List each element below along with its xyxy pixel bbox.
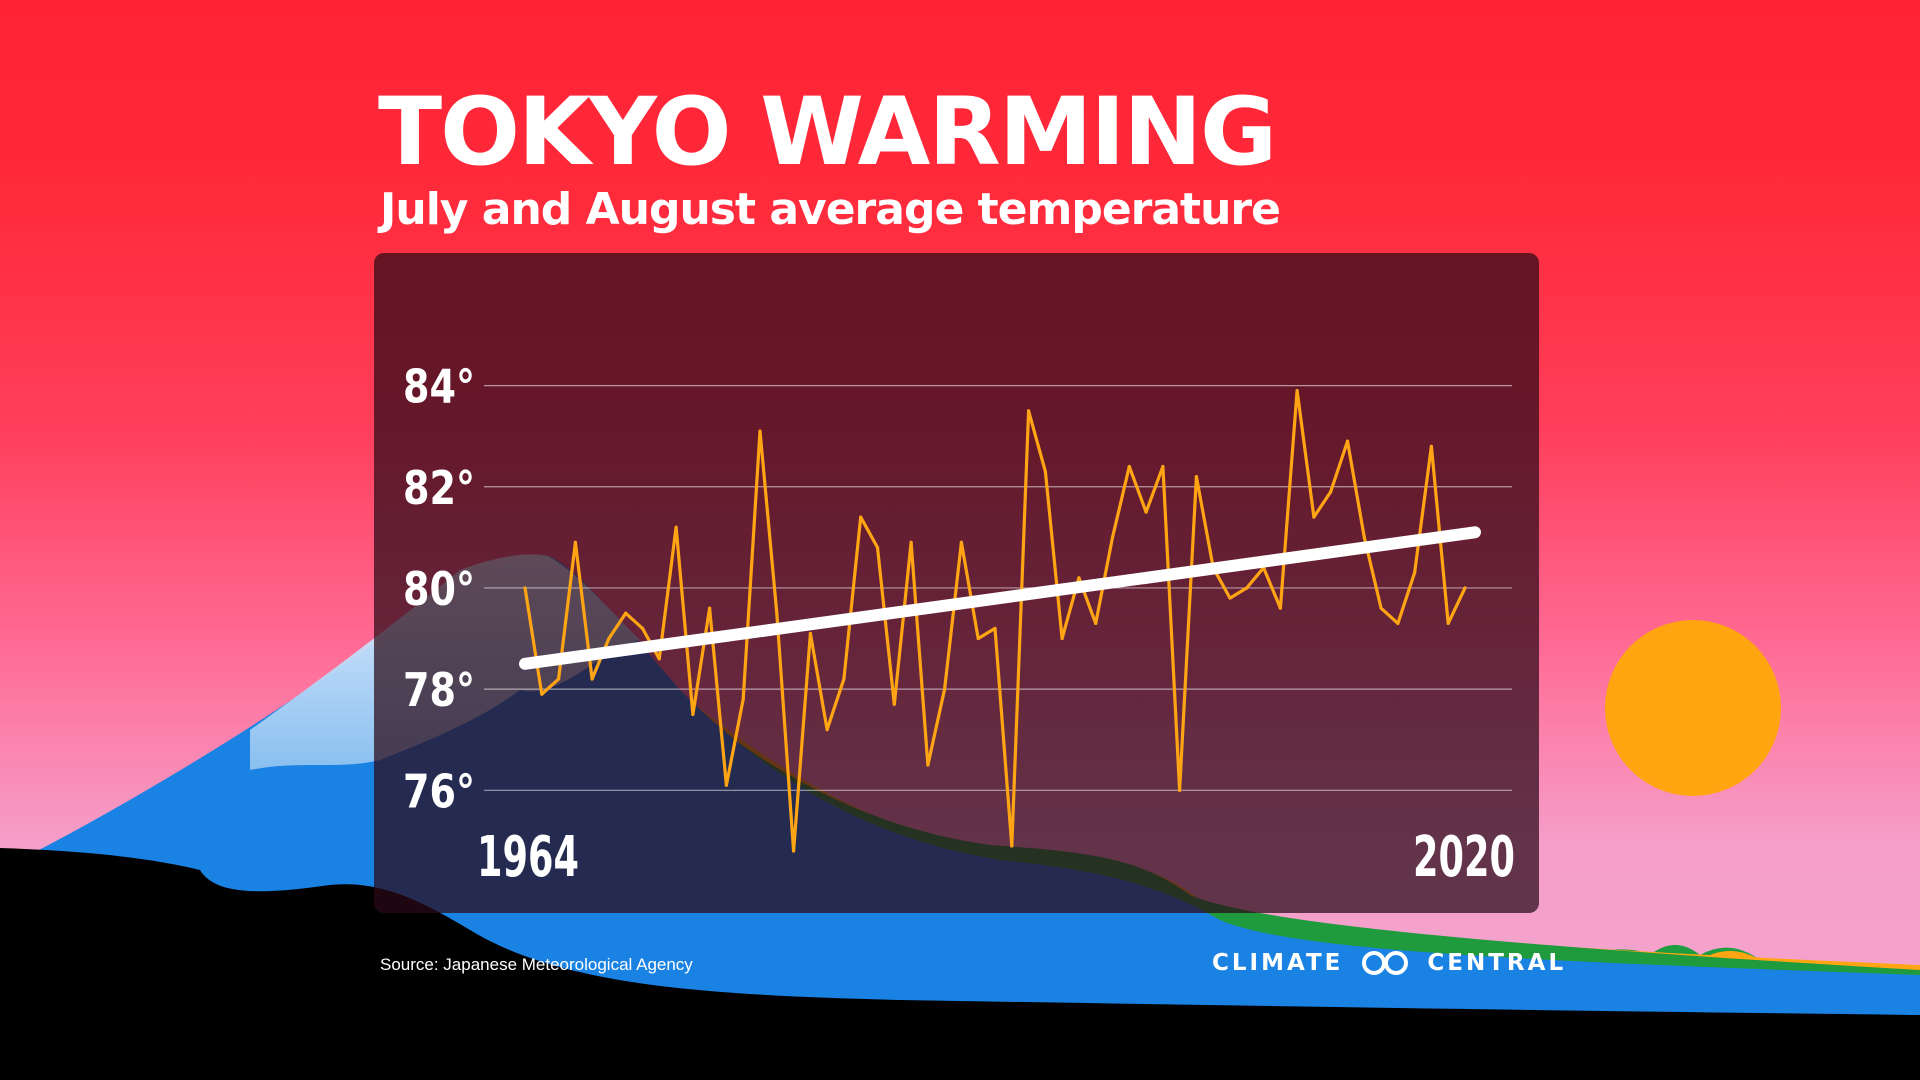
data-point xyxy=(540,693,543,696)
data-point xyxy=(557,677,560,680)
y-tick-label: 78° xyxy=(403,663,475,717)
data-point xyxy=(523,586,526,589)
data-point xyxy=(674,526,677,529)
data-point xyxy=(1279,607,1282,610)
data-point xyxy=(1061,637,1064,640)
y-tick-label: 84° xyxy=(403,360,475,414)
x-tick-label: 1964 xyxy=(477,825,579,890)
data-point xyxy=(826,728,829,731)
data-point xyxy=(842,677,845,680)
data-point xyxy=(1228,596,1231,599)
data-point xyxy=(943,688,946,691)
data-point xyxy=(1111,536,1114,539)
brand-left: CLIMATE xyxy=(1212,950,1343,976)
y-tick-label: 76° xyxy=(403,764,475,818)
data-point xyxy=(1178,789,1181,792)
data-point xyxy=(1396,622,1399,625)
data-point xyxy=(792,849,795,852)
data-point xyxy=(960,541,963,544)
data-point xyxy=(1463,586,1466,589)
data-point xyxy=(926,763,929,766)
data-point xyxy=(1128,465,1131,468)
data-point xyxy=(1094,622,1097,625)
data-point xyxy=(993,627,996,630)
data-point xyxy=(809,632,812,635)
climate-central-logo: CLIMATE CENTRAL xyxy=(1212,950,1566,976)
data-point xyxy=(1010,844,1013,847)
data-point xyxy=(1430,445,1433,448)
data-point xyxy=(876,546,879,549)
data-point xyxy=(1312,516,1315,519)
data-point xyxy=(1379,607,1382,610)
source-note: Source: Japanese Meteorological Agency xyxy=(380,955,693,975)
data-point xyxy=(1447,622,1450,625)
data-point xyxy=(775,612,778,615)
data-point xyxy=(1027,409,1030,412)
data-point xyxy=(859,516,862,519)
data-point xyxy=(758,430,761,433)
data-point xyxy=(725,784,728,787)
data-point xyxy=(708,607,711,610)
data-point xyxy=(1077,576,1080,579)
data-point xyxy=(1346,440,1349,443)
data-point xyxy=(591,677,594,680)
temperature-chart: 84° 82° 80° 78° 76° 1964 2020 xyxy=(0,0,1920,1080)
data-point xyxy=(1413,571,1416,574)
data-point xyxy=(1245,586,1248,589)
data-point xyxy=(658,657,661,660)
data-point xyxy=(1329,490,1332,493)
data-point xyxy=(624,612,627,615)
data-point xyxy=(1363,536,1366,539)
data-point xyxy=(893,703,896,706)
data-point xyxy=(1044,470,1047,473)
y-tick-label: 80° xyxy=(403,562,475,616)
data-point xyxy=(1144,510,1147,513)
data-point xyxy=(641,627,644,630)
data-point xyxy=(1296,389,1299,392)
climate-central-rings-icon xyxy=(1357,950,1413,976)
data-point xyxy=(691,713,694,716)
data-point xyxy=(607,637,610,640)
y-tick-label: 82° xyxy=(403,461,475,515)
brand-right: CENTRAL xyxy=(1427,950,1566,976)
data-point xyxy=(574,541,577,544)
data-point xyxy=(742,698,745,701)
data-point xyxy=(1161,465,1164,468)
data-point xyxy=(977,637,980,640)
x-tick-label: 2020 xyxy=(1413,825,1515,890)
data-point xyxy=(1195,475,1198,478)
data-point xyxy=(909,541,912,544)
